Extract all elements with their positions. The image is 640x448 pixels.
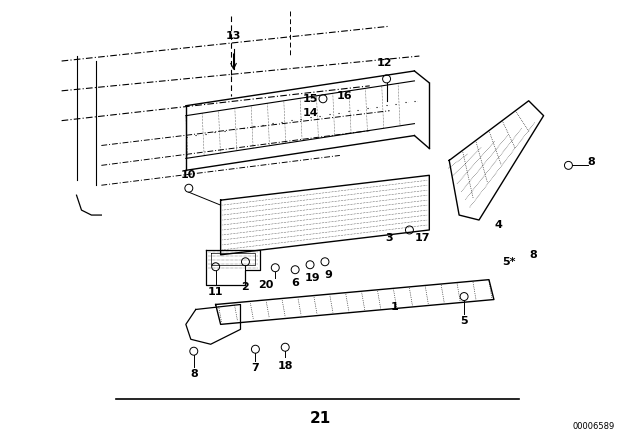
Text: 9: 9 — [324, 270, 332, 280]
Text: 17: 17 — [415, 233, 430, 243]
Text: 16: 16 — [337, 91, 353, 101]
Text: 3: 3 — [386, 233, 394, 243]
Text: 21: 21 — [309, 411, 331, 426]
Text: 5*: 5* — [502, 257, 516, 267]
Text: 6: 6 — [291, 278, 299, 288]
Text: 13: 13 — [226, 31, 241, 41]
Text: 19: 19 — [304, 273, 320, 283]
Text: 18: 18 — [278, 361, 293, 371]
Text: 11: 11 — [208, 287, 223, 297]
Text: 8: 8 — [530, 250, 538, 260]
Text: 5: 5 — [460, 316, 468, 327]
Text: 8: 8 — [190, 369, 198, 379]
Text: 10: 10 — [181, 170, 196, 180]
Text: 14: 14 — [302, 108, 318, 118]
Text: 20: 20 — [258, 280, 273, 289]
Text: 4: 4 — [495, 220, 503, 230]
Text: 7: 7 — [252, 363, 259, 373]
Text: 12: 12 — [377, 58, 392, 68]
Text: 15: 15 — [302, 94, 317, 104]
Text: 1: 1 — [390, 302, 399, 312]
Text: 8: 8 — [588, 157, 595, 168]
Text: 2: 2 — [241, 282, 250, 292]
Text: 00006589: 00006589 — [572, 422, 614, 431]
